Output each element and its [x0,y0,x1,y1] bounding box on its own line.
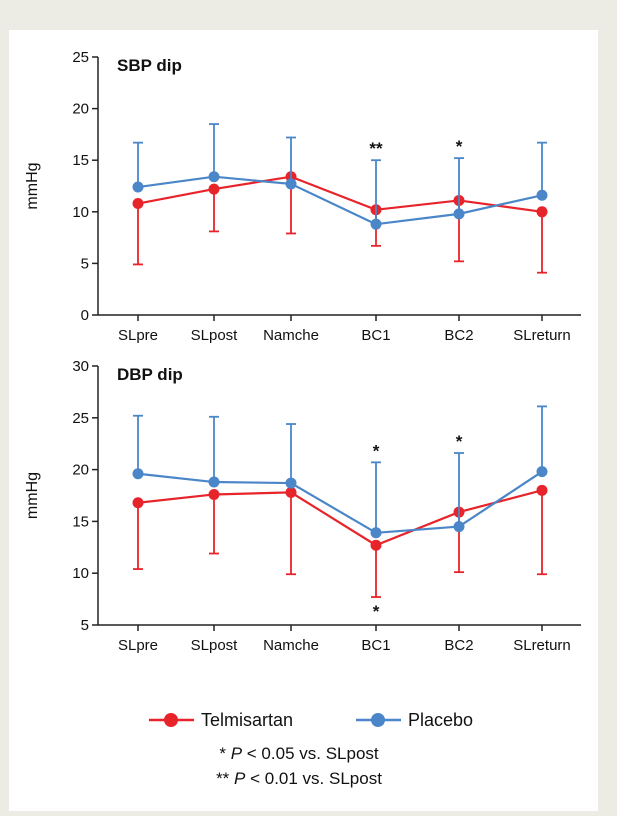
data-point [208,171,220,183]
series-telmisartan [132,171,548,274]
series-line [137,470,543,534]
chart-title: DBP dip [117,365,183,384]
x-tick-label: BC2 [444,637,473,654]
series-line [137,175,543,213]
x-tick-label: SLpost [191,637,239,654]
data-point [285,178,297,190]
data-point [536,189,548,201]
x-tick-label: SLpre [118,637,158,654]
data-point [536,206,548,218]
figure: 0 5 10 15 20 25 SLpre SLpost Namche BC1 BC2 SLretur… [24,49,581,788]
data-point [285,477,297,489]
significance-marker: * [456,432,463,451]
data-point [132,468,144,480]
y-tick-label: 0 [81,307,89,324]
x-tick-label: SLreturn [513,637,571,654]
series-line [137,489,543,547]
legend-placebo: Placebo [356,710,473,730]
figure-panel: 0 5 10 15 20 25 SLpre SLpost Namche BC1 BC2 SLretur… [9,30,598,811]
footnote-p001: ** P < 0.01 vs. SLpost [216,769,382,788]
series-placebo [132,123,548,230]
y-tick-label: 25 [72,410,89,427]
data-point [453,521,465,533]
data-point [208,183,220,195]
significance-marker: * [456,137,463,156]
y-tick-label: 10 [72,565,89,582]
x-tick-label: Namche [263,637,319,654]
x-tick-label: BC1 [361,637,390,654]
y-tick-label: 20 [72,101,89,118]
chart-title: SBP dip [117,56,182,75]
significance-marker: ** [369,139,383,158]
data-point [536,466,548,478]
legend-placebo-label: Placebo [408,710,473,730]
data-point [132,497,144,509]
y-tick-label: 5 [81,617,89,634]
series-telmisartan [132,484,548,598]
y-axis-label: mmHg [24,472,41,519]
y-tick-label: 15 [72,513,89,530]
chart-2: 5 10 15 20 25 30 SLpre SLpost Namche BC1 BC2 SLretu… [24,358,581,654]
data-point [370,527,382,539]
significance-marker: * [373,441,380,460]
data-point [132,198,144,210]
x-tick-label: SLpost [191,327,239,344]
legend: Telmisartan Placebo [149,710,473,730]
y-tick-label: 30 [72,358,89,375]
y-tick-label: 25 [72,49,89,66]
data-point [132,181,144,193]
data-point [285,486,297,498]
series-line [137,175,543,226]
data-point [370,218,382,230]
footnote-p005: * P < 0.05 vs. SLpost [219,744,379,763]
x-tick-label: BC2 [444,327,473,344]
legend-placebo-marker [371,713,385,727]
x-tick-label: BC1 [361,327,390,344]
y-axis-label: mmHg [24,162,41,209]
x-tick-label: SLpre [118,327,158,344]
data-point [453,208,465,220]
legend-telmisartan-marker [164,713,178,727]
legend-telmisartan: Telmisartan [149,710,293,730]
data-point [536,484,548,496]
y-tick-label: 15 [72,152,89,169]
data-point [370,539,382,551]
chart-1: 0 5 10 15 20 25 SLpre SLpost Namche BC1 BC2 SLretur… [24,49,581,344]
x-tick-label: Namche [263,327,319,344]
legend-telmisartan-label: Telmisartan [201,710,293,730]
data-point [208,488,220,500]
y-tick-label: 5 [81,255,89,272]
y-tick-label: 20 [72,462,89,479]
data-point [208,476,220,488]
series-placebo [132,405,548,539]
significance-marker: * [373,602,380,621]
x-tick-label: SLreturn [513,327,571,344]
y-tick-label: 10 [72,204,89,221]
